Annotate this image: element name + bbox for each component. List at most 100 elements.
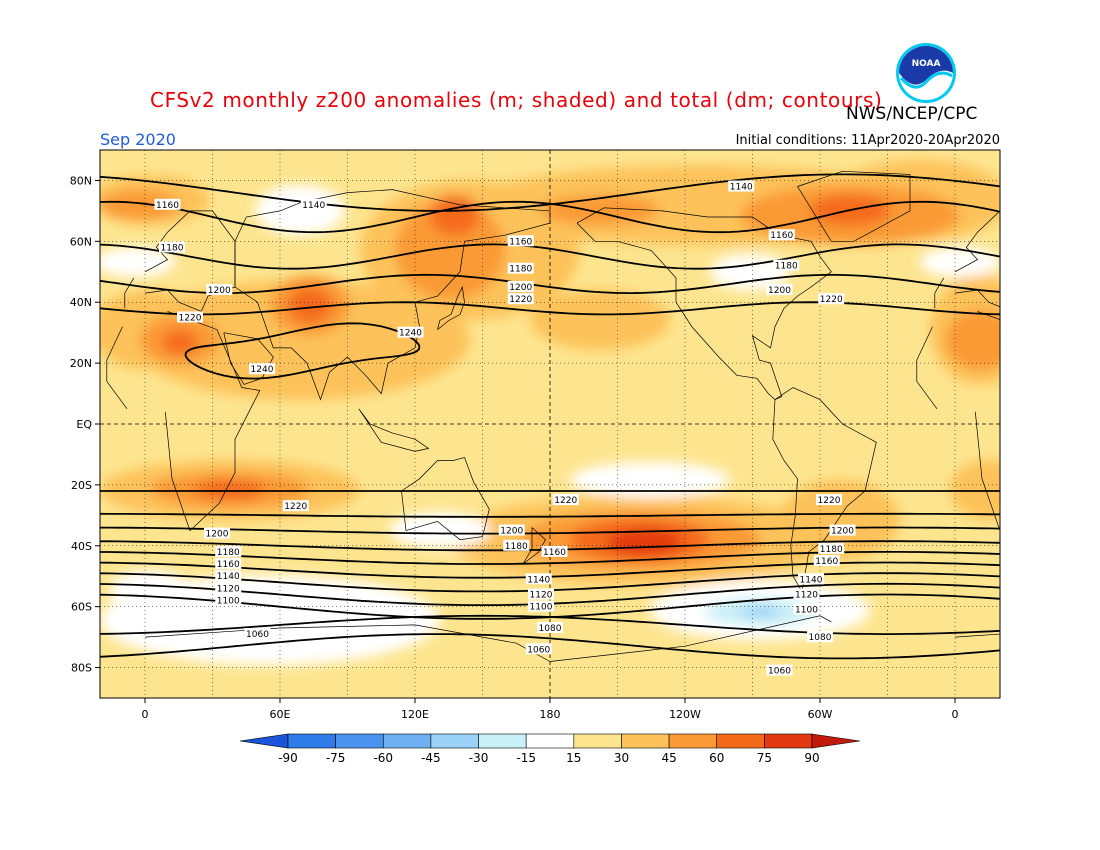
contour-label-bg [829,524,856,536]
contour-label-bg [813,555,840,566]
lat-tick-label: 40N [70,296,92,309]
colorbar-box [668,733,718,749]
contour-label-bg [177,311,203,323]
lon-tick-label: 60W [808,708,833,721]
contour-label: 1140 [527,575,550,585]
contour-label-bg [249,363,275,375]
coastline [522,527,546,565]
contour-label-bg [498,524,525,536]
initial-conditions: Initial conditions: 11Apr2020-20Apr2020 [735,133,1000,148]
coastline [0,616,21,662]
contour-label-bg [397,326,424,338]
noaa-logo-icon: NOAA [896,43,956,103]
agency-label: NWS/NCEP/CPC [846,104,978,124]
colorbar-label: 15 [566,751,581,765]
contour-label-bg [793,588,820,600]
contour-label: 1120 [217,584,240,594]
contour-label: 1220 [820,295,843,305]
contour-label-bg [793,603,820,615]
contour-label: 1200 [206,530,229,540]
colorbar-label: -30 [469,751,489,765]
contour-label: 1220 [179,313,202,323]
contour-label: 1120 [795,590,818,600]
coastline [437,285,465,330]
contour-label: 1220 [509,295,532,305]
contour-label: 1160 [543,548,566,558]
coastline [234,189,551,401]
contour-label: 1060 [768,667,791,677]
contour-label: 1200 [500,527,523,537]
contour-label: 1140 [302,201,325,211]
contour-label: 1160 [217,560,240,570]
contour-label-bg [525,643,552,655]
contour-label: 1180 [505,542,528,552]
anomaly-shading: 1140 1140 1160 1160 1160 1180 1180 1180 1200 1200… [0,150,1000,698]
map-title: CFSv2 monthly z200 anomalies (m; shaded)… [150,88,883,112]
colorbar-low-arrow [239,733,289,749]
contour-label-bg [552,494,579,506]
colorbar-label: 75 [757,751,772,765]
contour-label: 1160 [509,237,532,247]
contour-label-bg [728,180,755,192]
contour-label-bg [215,545,242,557]
colorbar-label: -15 [516,751,536,765]
contour-label-bg [244,628,271,640]
colorbar-label: -90 [278,751,298,765]
lon-tick-label: 0 [952,708,959,721]
contour-labels: 1140 1140 1160 1160 1160 1180 1180 1180 1200 1200… [154,180,856,677]
colorbar-box [287,733,336,749]
contour-label-bg [766,284,793,296]
contour-label-bg [773,259,800,271]
lon-tick-label: 120W [669,708,701,721]
colorbar-box [382,733,432,749]
contour-label-bg [215,558,242,570]
axis-ticks: 80N 60N 40N 20N EQ 20S 40S 60S 80S 0 60E 120E 180 120… [70,174,959,721]
coastline [796,170,911,242]
forecast-month: Sep 2020 [100,130,176,149]
coastline [401,457,490,541]
colorbar-label: 60 [709,751,724,765]
contour-label-bg [215,594,242,606]
contour-label: 1200 [831,527,854,537]
contour-label: 1140 [730,183,753,193]
lat-tick-label: 20N [70,357,92,370]
contour-label: 1160 [815,557,838,567]
lat-tick-label: 20S [71,479,92,492]
contour-label: 1240 [251,365,274,375]
lon-tick-label: 0 [142,708,149,721]
contour-label-bg [215,582,242,594]
lat-tick-label: 80S [71,662,92,675]
contour-label: 1060 [246,630,269,640]
contour-label: 1200 [208,286,231,296]
colorbar-label: -75 [326,751,346,765]
contour-label-bg [154,198,181,210]
contour-label-bg [537,621,563,633]
colorbar-box [478,733,527,749]
contour-label: 1140 [800,575,823,585]
contour-1060 [100,633,1000,660]
contour-label-bg [798,573,824,585]
lon-tick-label: 120E [401,708,429,721]
colorbar-label: 45 [661,751,676,765]
contour-label-bg [528,588,554,600]
colorbar-label: -45 [421,751,441,765]
contour-label-bg [507,262,534,274]
colorbar-box [621,733,670,749]
contour-label-bg [818,542,845,554]
contour-label: 1100 [217,597,240,607]
contour-label-bg [215,570,242,582]
contour-label: 1240 [399,329,422,339]
contour-label: 1080 [539,624,562,634]
coastline [0,388,66,592]
contour-label-bg [525,573,552,585]
colorbar-box [525,733,575,749]
contour-1240 [184,322,421,380]
contour-label: 1060 [527,645,550,655]
colorbar-box [335,733,384,749]
coastline [106,326,128,410]
colorbar-box [716,733,765,749]
contour-label: 1200 [509,283,532,293]
contour-label-bg [768,229,795,241]
contour-label-bg [528,600,554,612]
contour-label-bg [766,664,793,676]
